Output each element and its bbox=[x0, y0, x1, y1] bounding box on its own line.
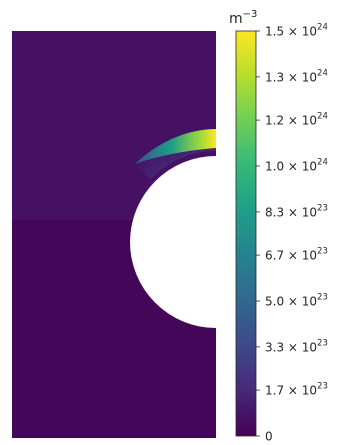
colorbar-tick-label: 1.0 × 1024 bbox=[265, 158, 328, 174]
tick-times-ten: × 10 bbox=[284, 114, 317, 128]
colorbar-tick-label: 3.3 × 1023 bbox=[265, 338, 328, 354]
obstacle-semicircle bbox=[130, 156, 216, 328]
peak-crescent bbox=[135, 129, 216, 164]
tick-mantissa: 1.3 bbox=[265, 70, 284, 84]
colorbar-unit: m−3 bbox=[229, 9, 257, 27]
tick-exponent: 23 bbox=[317, 382, 328, 392]
colorbar-tick-label: 5.0 × 1023 bbox=[265, 293, 328, 309]
tick-mantissa: 5.0 bbox=[265, 295, 284, 309]
tick-exponent: 24 bbox=[317, 23, 328, 33]
colorbar-tick-label: 1.5 × 1024 bbox=[265, 23, 328, 39]
tick-mantissa: 8.3 bbox=[265, 205, 284, 219]
tick-mantissa: 1.2 bbox=[265, 114, 284, 128]
colorbar-unit-exp: −3 bbox=[243, 9, 258, 20]
tick-times-ten: × 10 bbox=[284, 70, 317, 84]
tick-mantissa: 6.7 bbox=[265, 249, 284, 263]
tick-exponent: 23 bbox=[317, 203, 328, 213]
tick-exponent: 24 bbox=[317, 158, 328, 168]
tick-times-ten: × 10 bbox=[284, 295, 317, 309]
halo-ring bbox=[148, 148, 216, 180]
tick-mantissa: 1.0 bbox=[265, 160, 284, 174]
colorbar-tick-label: 0 bbox=[265, 430, 273, 444]
tick-exponent: 24 bbox=[317, 68, 328, 78]
tick-times-ten: × 10 bbox=[284, 205, 317, 219]
colorbar-tick-label: 1.2 × 1024 bbox=[265, 112, 328, 128]
tick-times-ten: × 10 bbox=[284, 340, 317, 354]
colorbar-tick-label: 6.7 × 1023 bbox=[265, 247, 328, 263]
tick-exponent: 23 bbox=[317, 293, 328, 303]
tick-exponent: 24 bbox=[317, 112, 328, 122]
colorbar-tick-label: 8.3 × 1023 bbox=[265, 203, 328, 219]
tick-mantissa: 1.5 bbox=[265, 25, 284, 39]
tick-mantissa: 3.3 bbox=[265, 340, 284, 354]
tick-times-ten: × 10 bbox=[284, 25, 317, 39]
colorbar-unit-base: m bbox=[229, 11, 243, 27]
tick-times-ten: × 10 bbox=[284, 384, 317, 398]
heatmap-plot bbox=[12, 31, 216, 438]
colorbar-tick-label: 1.7 × 1023 bbox=[265, 382, 328, 398]
tick-exponent: 23 bbox=[317, 338, 328, 348]
tick-exponent: 23 bbox=[317, 247, 328, 257]
colorbar-tick-label: 1.3 × 1024 bbox=[265, 68, 328, 84]
colorbar-bar bbox=[235, 30, 257, 437]
tick-times-ten: × 10 bbox=[284, 160, 317, 174]
tick-mantissa: 0 bbox=[265, 430, 273, 444]
tick-times-ten: × 10 bbox=[284, 249, 317, 263]
tick-mantissa: 1.7 bbox=[265, 384, 284, 398]
